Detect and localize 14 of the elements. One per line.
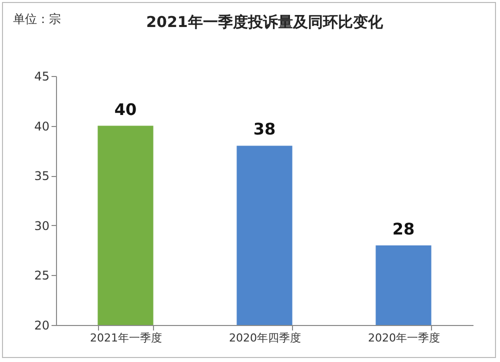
y-tick-label: 40 <box>34 119 50 134</box>
x-tick-label: 2020年四季度 <box>229 332 301 344</box>
x-tick-label: 2021年一季度 <box>90 332 162 344</box>
text: 单位：宗 <box>13 11 61 28</box>
y-tick-label: 30 <box>34 218 50 233</box>
y-tick-label: 20 <box>34 318 50 332</box>
y-tick-label: 45 <box>34 70 50 84</box>
data-label: 38 <box>253 120 276 139</box>
x-tick-label: 2020年一季度 <box>368 332 440 344</box>
y-tick-label: 25 <box>34 268 50 283</box>
y-tick-label: 35 <box>34 169 50 184</box>
data-label: 40 <box>114 100 137 119</box>
data-label: 28 <box>392 219 415 238</box>
chart-title: 2021年一季度投诉量及同环比变化 <box>146 13 384 31</box>
